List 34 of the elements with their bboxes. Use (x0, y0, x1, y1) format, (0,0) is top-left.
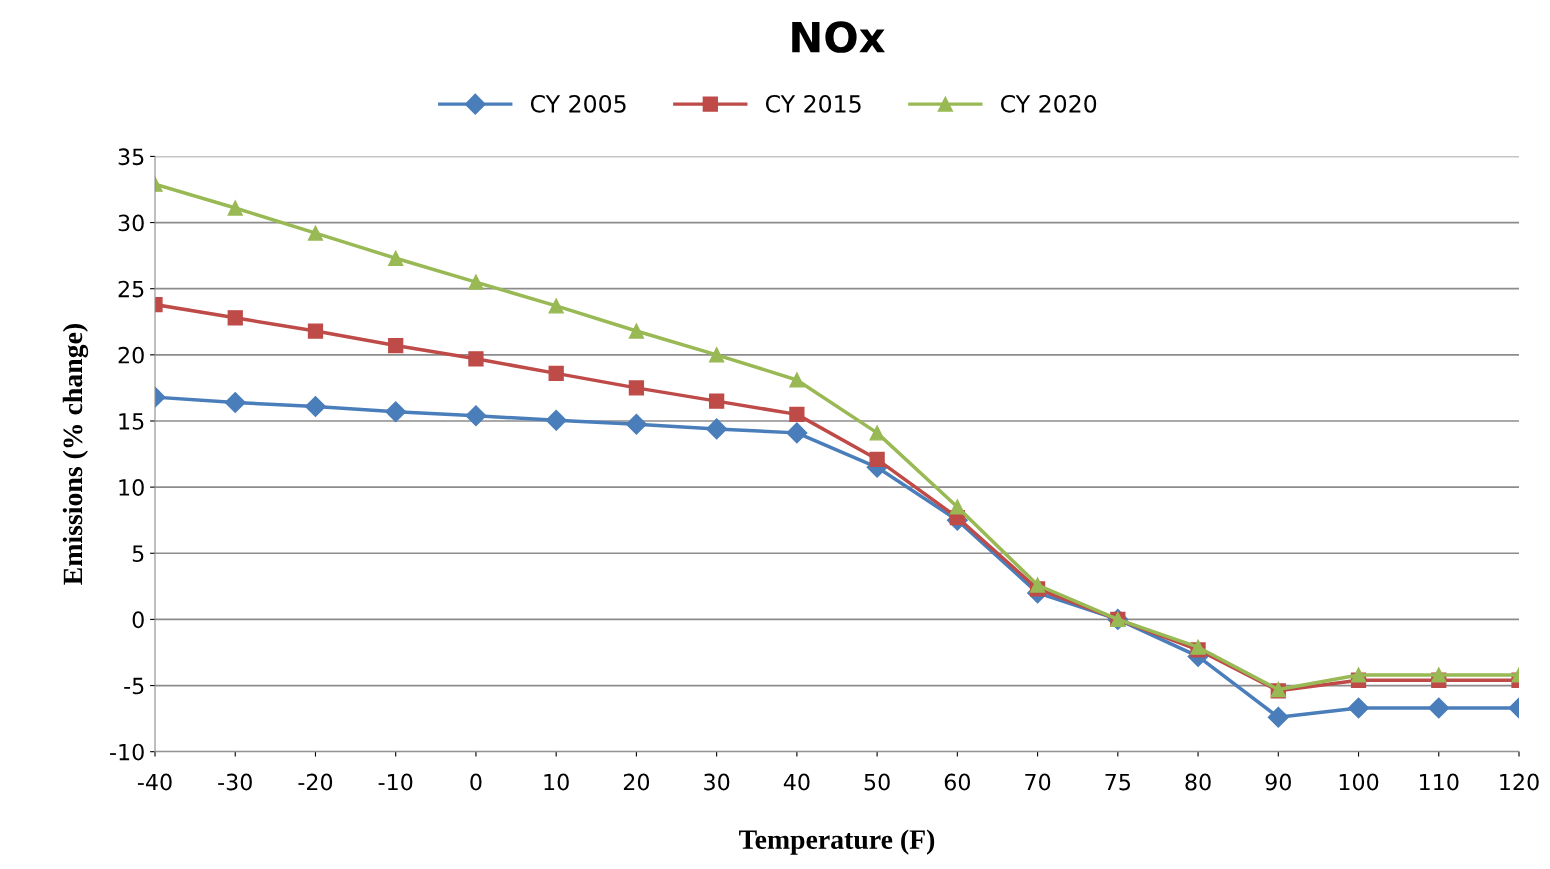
y-tick-label: 25 (118, 280, 144, 298)
x-tick-label: 90 (1265, 773, 1291, 791)
x-tick-label: -20 (298, 773, 333, 791)
x-tick-label: 75 (1105, 773, 1131, 791)
y-tick-label: 10 (119, 479, 144, 496)
y-tick-label: 0 (132, 611, 144, 629)
y-tick-label: -10 (110, 743, 144, 761)
x-tick-label: 100 (1339, 773, 1379, 791)
x-tick-label: 10 (544, 773, 569, 791)
legend-label: CY 2020 (1000, 94, 1097, 113)
y-tick-label: -5 (124, 677, 144, 695)
chart-title: NOx (792, 21, 885, 53)
x-tick-label: 50 (864, 773, 890, 791)
y-tick-label: 5 (132, 545, 144, 563)
y-tick-label: 20 (118, 346, 144, 364)
x-tick-label: -40 (137, 773, 172, 791)
x-tick-label: 70 (1025, 773, 1051, 791)
y-axis-title: Emissions (% change) (62, 324, 89, 585)
x-tick-label: 30 (704, 773, 730, 791)
y-tick-label: 35 (118, 148, 144, 166)
x-tick-label: -30 (218, 773, 252, 791)
x-tick-label: 110 (1420, 773, 1459, 791)
x-tick-label: 80 (1185, 773, 1211, 791)
legend-label: CY 2015 (765, 94, 861, 113)
x-tick-label: 40 (783, 773, 810, 791)
x-tick-label: 120 (1500, 773, 1539, 791)
legend-label: CY 2005 (530, 94, 626, 113)
x-axis-title: Temperature (F) (739, 829, 935, 855)
x-tick-label: 20 (623, 773, 650, 791)
x-tick-label: 60 (944, 773, 971, 791)
x-tick-label: 0 (470, 773, 482, 791)
x-tick-label: -10 (378, 773, 413, 791)
y-tick-label: 30 (118, 214, 144, 232)
y-tick-label: 15 (119, 413, 144, 430)
